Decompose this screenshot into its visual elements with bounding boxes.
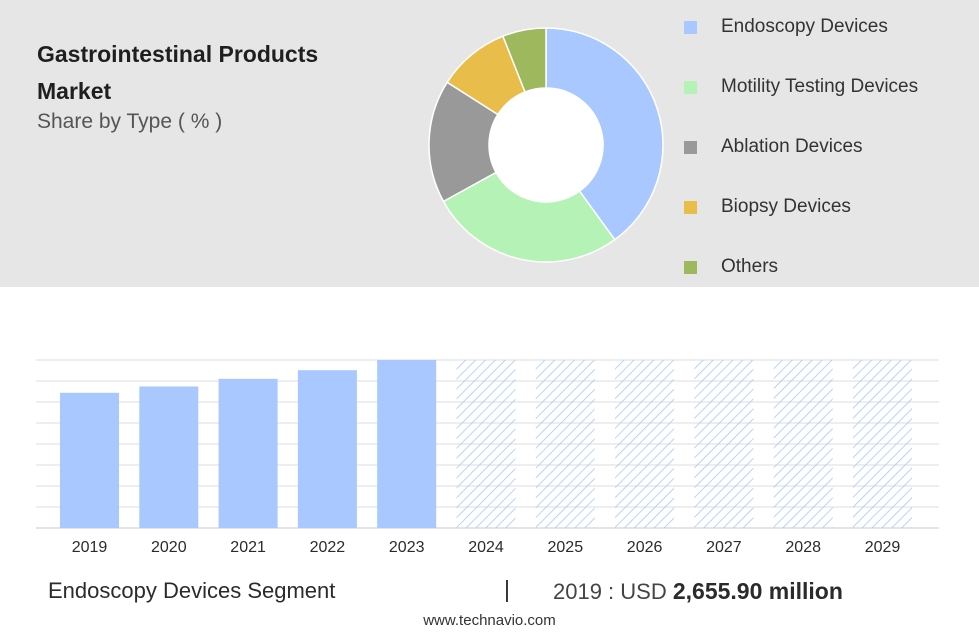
legend-label: Endoscopy Devices xyxy=(721,16,888,37)
x-tick-2024: 2024 xyxy=(468,539,504,556)
bar-chart: 2019 2020 2021 2022 2023 2024 2025 2026 2027 2028… xyxy=(36,359,939,556)
x-tick-2026: 2026 xyxy=(627,539,663,556)
footer-separator: | xyxy=(504,576,510,602)
footer-year-label: 2019 : USD xyxy=(553,579,667,604)
forecast-bar-2024 xyxy=(456,360,516,528)
bar-2019 xyxy=(60,392,119,528)
chart-subtitle: Share by Type ( % ) xyxy=(37,110,223,133)
forecast-bar-2029 xyxy=(853,360,912,528)
legend-swatch xyxy=(684,80,697,94)
x-tick-2028: 2028 xyxy=(785,539,821,556)
legend-item-endoscopy-devices: Endoscopy Devices xyxy=(684,12,888,42)
chart-title: Gastrointestinal Products Market xyxy=(37,41,319,104)
footer-segment: Endoscopy Devices Segment xyxy=(48,578,336,603)
x-tick-2023: 2023 xyxy=(389,539,425,556)
x-tick-2020: 2020 xyxy=(151,539,187,556)
legend-label: Biopsy Devices xyxy=(721,196,851,217)
legend-item-others: Others xyxy=(684,252,778,282)
legend-swatch xyxy=(684,140,697,154)
footer-amount: 2,655.90 million xyxy=(672,578,843,604)
source-link[interactable]: www.technavio.com xyxy=(423,612,556,629)
x-tick-2025: 2025 xyxy=(548,539,584,556)
x-tick-2019: 2019 xyxy=(72,539,108,556)
legend-label: Others xyxy=(721,256,779,277)
donut-hole xyxy=(489,88,603,202)
legend-swatch xyxy=(684,260,697,274)
legend-swatch xyxy=(684,200,697,214)
footer-value: 2019 : USD 2,655.90 million xyxy=(553,578,843,605)
bar-2021 xyxy=(218,378,278,528)
legend-item-ablation-devices: Ablation Devices xyxy=(684,132,863,162)
x-tick-2027: 2027 xyxy=(706,539,742,556)
forecast-bar-2028 xyxy=(773,360,833,528)
legend-item-motility-testing-devices: Motility Testing Devices xyxy=(684,72,918,102)
legend-label: Ablation Devices xyxy=(721,136,863,157)
forecast-bar-2026 xyxy=(615,360,675,528)
legend-swatch xyxy=(684,20,697,34)
bar-2020 xyxy=(139,386,199,528)
x-tick-2022: 2022 xyxy=(310,539,346,556)
bar-2023 xyxy=(377,360,437,528)
x-tick-2021: 2021 xyxy=(230,539,266,556)
forecast-bar-2027 xyxy=(694,360,754,528)
x-tick-2029: 2029 xyxy=(865,539,901,556)
legend-label: Motility Testing Devices xyxy=(721,76,919,97)
donut-chart xyxy=(428,27,664,263)
legend-item-biopsy-devices: Biopsy Devices xyxy=(684,192,851,222)
bar-2022 xyxy=(297,370,357,528)
forecast-bar-2025 xyxy=(535,360,595,528)
